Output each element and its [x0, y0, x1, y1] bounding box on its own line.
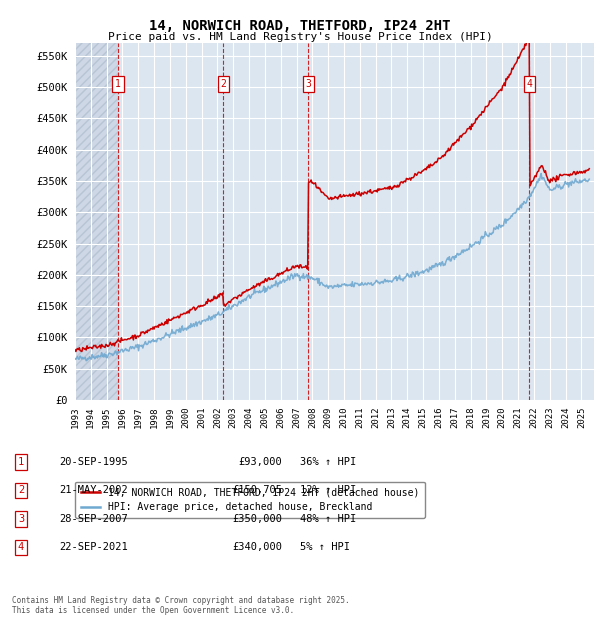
Text: 3: 3	[18, 514, 24, 524]
Text: 1: 1	[18, 457, 24, 467]
Text: 4: 4	[527, 79, 532, 89]
Text: 3: 3	[305, 79, 311, 89]
Text: £350,000: £350,000	[232, 514, 282, 524]
Text: 48% ↑ HPI: 48% ↑ HPI	[300, 514, 356, 524]
Text: 12% ↑ HPI: 12% ↑ HPI	[300, 485, 356, 495]
Text: £150,705: £150,705	[232, 485, 282, 495]
Text: 36% ↑ HPI: 36% ↑ HPI	[300, 457, 356, 467]
Text: 28-SEP-2007: 28-SEP-2007	[59, 514, 128, 524]
Text: 1: 1	[115, 79, 121, 89]
Text: £93,000: £93,000	[238, 457, 282, 467]
Text: 4: 4	[18, 542, 24, 552]
Text: 5% ↑ HPI: 5% ↑ HPI	[300, 542, 350, 552]
Text: 2: 2	[18, 485, 24, 495]
Text: £340,000: £340,000	[232, 542, 282, 552]
Text: 22-SEP-2021: 22-SEP-2021	[59, 542, 128, 552]
Text: 14, NORWICH ROAD, THETFORD, IP24 2HT: 14, NORWICH ROAD, THETFORD, IP24 2HT	[149, 19, 451, 33]
Text: 2: 2	[220, 79, 226, 89]
Text: Contains HM Land Registry data © Crown copyright and database right 2025.
This d: Contains HM Land Registry data © Crown c…	[12, 596, 350, 615]
Text: Price paid vs. HM Land Registry's House Price Index (HPI): Price paid vs. HM Land Registry's House …	[107, 32, 493, 42]
Text: 21-MAY-2002: 21-MAY-2002	[59, 485, 128, 495]
Text: 20-SEP-1995: 20-SEP-1995	[59, 457, 128, 467]
Legend: 14, NORWICH ROAD, THETFORD, IP24 2HT (detached house), HPI: Average price, detac: 14, NORWICH ROAD, THETFORD, IP24 2HT (de…	[74, 482, 425, 518]
